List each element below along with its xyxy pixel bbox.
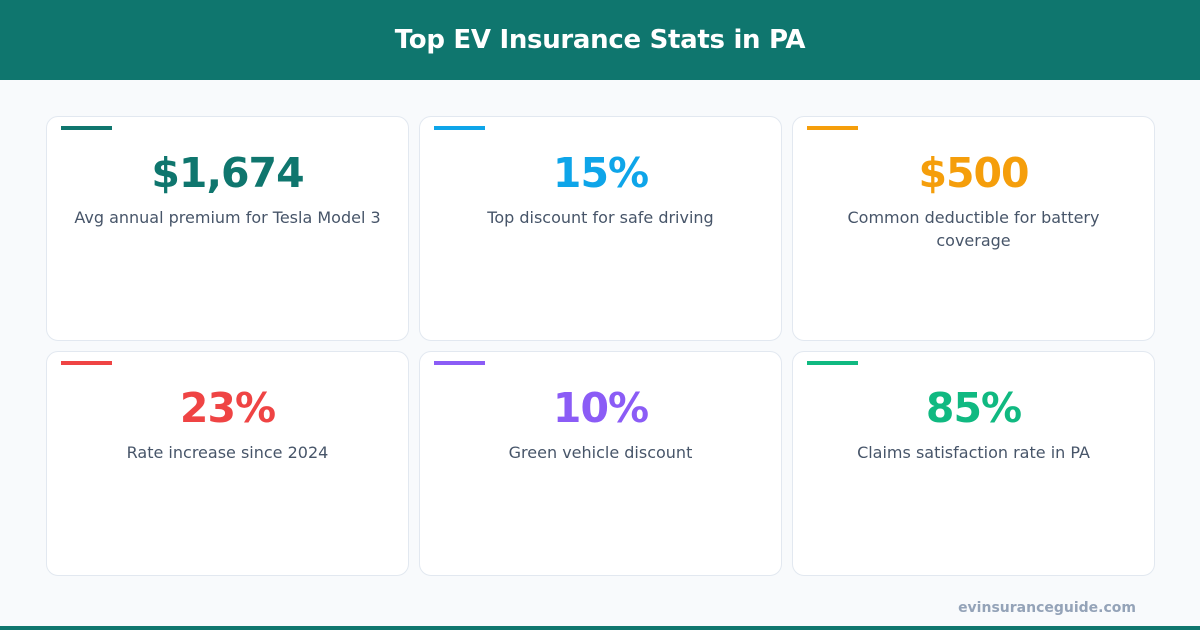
stat-card: $1,674 Avg annual premium for Tesla Mode… bbox=[46, 116, 409, 341]
stat-label: Top discount for safe driving bbox=[487, 208, 714, 227]
stat-label: Avg annual premium for Tesla Model 3 bbox=[74, 208, 381, 227]
accent-bar bbox=[61, 361, 112, 365]
stat-card: 10% Green vehicle discount bbox=[419, 351, 782, 576]
accent-bar bbox=[807, 126, 858, 130]
stat-value: $1,674 bbox=[151, 149, 304, 197]
stat-card: $500 Common deductible for battery cover… bbox=[792, 116, 1155, 341]
bottom-bar bbox=[0, 626, 1200, 630]
stat-value: 10% bbox=[552, 384, 649, 432]
stat-card: 15% Top discount for safe driving bbox=[419, 116, 782, 341]
stat-card: 23% Rate increase since 2024 bbox=[46, 351, 409, 576]
stat-value: $500 bbox=[918, 149, 1029, 197]
accent-bar bbox=[61, 126, 112, 130]
accent-bar bbox=[434, 126, 485, 130]
stat-label: Common deductible for battery coverage bbox=[847, 208, 1100, 250]
page-title: Top EV Insurance Stats in PA bbox=[394, 25, 806, 55]
stat-label: Rate increase since 2024 bbox=[126, 443, 329, 462]
accent-bar bbox=[434, 361, 485, 365]
accent-bar bbox=[807, 361, 858, 365]
stat-label: Green vehicle discount bbox=[508, 443, 693, 462]
site-url: evinsuranceguide.com bbox=[958, 600, 1136, 616]
stat-value: 15% bbox=[552, 149, 649, 197]
header: Top EV Insurance Stats in PA bbox=[0, 0, 1200, 80]
stat-label: Claims satisfaction rate in PA bbox=[857, 443, 1090, 462]
stat-value: 85% bbox=[925, 384, 1022, 432]
stat-value: 23% bbox=[179, 384, 276, 432]
stat-card: 85% Claims satisfaction rate in PA bbox=[792, 351, 1155, 576]
